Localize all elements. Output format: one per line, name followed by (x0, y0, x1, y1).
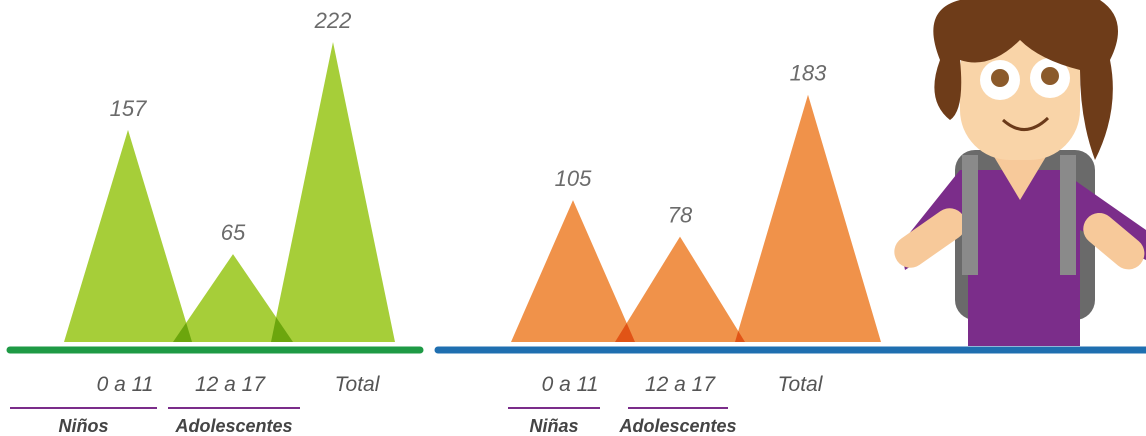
pupil (991, 69, 1009, 87)
pupil (1041, 67, 1059, 85)
category-label: 12 a 17 (195, 373, 266, 396)
strap (1060, 155, 1076, 275)
triangle (615, 236, 745, 342)
value-label: 183 (790, 61, 827, 86)
triangle (64, 129, 192, 342)
category-label: 0 a 11 (97, 373, 154, 396)
arm (894, 208, 966, 268)
character (894, 0, 1146, 346)
triangle (511, 200, 635, 342)
value-label: 105 (555, 166, 592, 191)
group-label: Adolescentes (618, 416, 736, 436)
category-label: 0 a 11 (542, 373, 599, 396)
category-label: 12 a 17 (645, 373, 716, 396)
value-label: 65 (221, 220, 246, 245)
hair (933, 0, 1118, 160)
value-label: 157 (110, 96, 147, 121)
group-label: Niños (58, 416, 108, 436)
mouth (1001, 116, 1050, 131)
category-label: Total (778, 373, 824, 396)
arm (1083, 213, 1145, 270)
triangle (173, 254, 293, 342)
triangle (735, 94, 881, 343)
group-label: Adolescentes (174, 416, 292, 436)
group-label: Niñas (529, 416, 578, 436)
neck (990, 150, 1050, 200)
strap (962, 155, 978, 275)
value-label: 78 (668, 203, 693, 228)
category-label: Total (335, 373, 381, 396)
triangle (271, 42, 395, 342)
value-label: 222 (314, 8, 352, 33)
